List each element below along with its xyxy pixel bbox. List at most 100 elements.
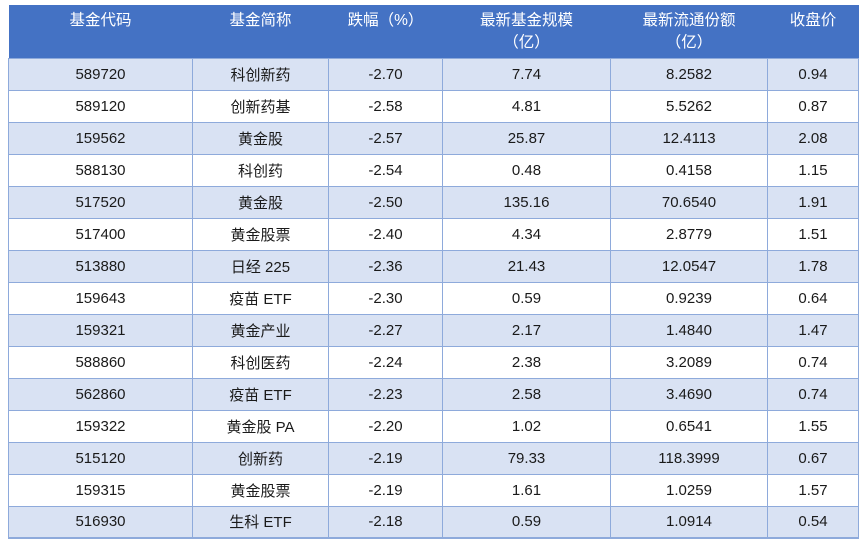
cell-circulating-shares: 3.4690	[610, 377, 768, 411]
cell-fund-size: 135.16	[442, 185, 611, 219]
cell-decline-pct: -2.40	[328, 217, 443, 251]
column-header-line: 跌幅（%）	[347, 12, 424, 29]
cell-decline-pct: -2.57	[328, 121, 443, 155]
column-header-decline-pct: 跌幅（%）	[328, 5, 443, 58]
table-row: 515120 创新药 -2.19 79.33 118.3999 0.67	[8, 441, 859, 475]
cell-circulating-shares: 1.4840	[610, 313, 768, 347]
cell-fund-code: 517400	[8, 217, 193, 251]
cell-circulating-shares: 5.5262	[610, 89, 768, 123]
column-header-line: 基金代码	[69, 12, 132, 29]
cell-circulating-shares: 1.0259	[610, 473, 768, 507]
cell-decline-pct: -2.50	[328, 185, 443, 219]
cell-fund-size: 79.33	[442, 441, 611, 475]
cell-fund-code: 515120	[8, 441, 193, 475]
table-row: 159322 黄金股 PA -2.20 1.02 0.6541 1.55	[8, 409, 859, 443]
cell-fund-name: 黄金产业	[192, 313, 329, 347]
cell-fund-code: 589120	[8, 89, 193, 123]
cell-close-price: 0.64	[767, 281, 859, 315]
cell-fund-name: 黄金股	[192, 121, 329, 155]
cell-close-price: 1.91	[767, 185, 859, 219]
cell-fund-code: 159322	[8, 409, 193, 443]
column-header-fund-code: 基金代码	[8, 5, 193, 58]
cell-circulating-shares: 70.6540	[610, 185, 768, 219]
table-body: 589720 科创新药 -2.70 7.74 8.2582 0.94 589120 创新药基 -…	[8, 57, 859, 539]
cell-circulating-shares: 2.8779	[610, 217, 768, 251]
cell-circulating-shares: 0.4158	[610, 153, 768, 187]
column-header-line: 基金简称	[229, 12, 292, 29]
cell-close-price: 0.74	[767, 345, 859, 379]
cell-close-price: 1.47	[767, 313, 859, 347]
cell-fund-size: 0.59	[442, 505, 611, 539]
column-header-line: 最新基金规模	[479, 12, 573, 29]
table-header: 基金代码 基金简称 跌幅（%） 最新基金规模 （亿） 最新流通份额 （亿） 收盘价	[8, 5, 859, 58]
cell-fund-code: 513880	[8, 249, 193, 283]
cell-fund-name: 科创医药	[192, 345, 329, 379]
table-row: 562860 疫苗 ETF -2.23 2.58 3.4690 0.74	[8, 377, 859, 411]
table-row: 589720 科创新药 -2.70 7.74 8.2582 0.94	[8, 57, 859, 91]
cell-fund-name: 科创新药	[192, 57, 329, 91]
cell-close-price: 1.15	[767, 153, 859, 187]
cell-fund-name: 黄金股票	[192, 217, 329, 251]
cell-circulating-shares: 0.9239	[610, 281, 768, 315]
column-header-line: （亿）	[503, 34, 550, 51]
column-header-line: （亿）	[665, 34, 713, 51]
cell-fund-code: 589720	[8, 57, 193, 91]
cell-fund-code: 516930	[8, 505, 193, 539]
cell-decline-pct: -2.70	[328, 57, 443, 91]
cell-fund-code: 159315	[8, 473, 193, 507]
cell-fund-size: 21.43	[442, 249, 611, 283]
cell-fund-size: 7.74	[442, 57, 611, 91]
cell-decline-pct: -2.36	[328, 249, 443, 283]
cell-fund-size: 2.17	[442, 313, 611, 347]
cell-decline-pct: -2.54	[328, 153, 443, 187]
cell-fund-name: 疫苗 ETF	[192, 377, 329, 411]
table-row: 517520 黄金股 -2.50 135.16 70.6540 1.91	[8, 185, 859, 219]
table-row: 159643 疫苗 ETF -2.30 0.59 0.9239 0.64	[8, 281, 859, 315]
cell-fund-size: 0.59	[442, 281, 611, 315]
column-header-line: 最新流通份额	[642, 12, 736, 29]
cell-fund-size: 2.58	[442, 377, 611, 411]
cell-close-price: 0.87	[767, 89, 859, 123]
column-header-line: 收盘价	[789, 12, 837, 29]
cell-fund-code: 562860	[8, 377, 193, 411]
cell-circulating-shares: 1.0914	[610, 505, 768, 539]
table-row: 159562 黄金股 -2.57 25.87 12.4113 2.08	[8, 121, 859, 155]
cell-circulating-shares: 8.2582	[610, 57, 768, 91]
cell-circulating-shares: 12.4113	[610, 121, 768, 155]
cell-close-price: 1.78	[767, 249, 859, 283]
cell-decline-pct: -2.30	[328, 281, 443, 315]
table-row: 159321 黄金产业 -2.27 2.17 1.4840 1.47	[8, 313, 859, 347]
cell-decline-pct: -2.24	[328, 345, 443, 379]
cell-fund-size: 4.81	[442, 89, 611, 123]
cell-close-price: 0.74	[767, 377, 859, 411]
column-header-close-price: 收盘价	[767, 5, 859, 58]
cell-close-price: 1.55	[767, 409, 859, 443]
cell-fund-size: 1.02	[442, 409, 611, 443]
cell-circulating-shares: 3.2089	[610, 345, 768, 379]
column-header-fund-name: 基金简称	[192, 5, 329, 58]
cell-close-price: 1.51	[767, 217, 859, 251]
cell-fund-name: 黄金股票	[192, 473, 329, 507]
table-row: 159315 黄金股票 -2.19 1.61 1.0259 1.57	[8, 473, 859, 507]
cell-fund-code: 159562	[8, 121, 193, 155]
cell-fund-name: 日经 225	[192, 249, 329, 283]
cell-close-price: 0.54	[767, 505, 859, 539]
cell-close-price: 0.67	[767, 441, 859, 475]
cell-decline-pct: -2.19	[328, 441, 443, 475]
cell-fund-size: 1.61	[442, 473, 611, 507]
table-row: 588130 科创药 -2.54 0.48 0.4158 1.15	[8, 153, 859, 187]
cell-circulating-shares: 12.0547	[610, 249, 768, 283]
column-header-fund-size: 最新基金规模 （亿）	[442, 5, 611, 58]
cell-fund-code: 159321	[8, 313, 193, 347]
column-header-circulating-shares: 最新流通份额 （亿）	[610, 5, 768, 58]
cell-fund-size: 0.48	[442, 153, 611, 187]
cell-fund-size: 4.34	[442, 217, 611, 251]
table-row: 513880 日经 225 -2.36 21.43 12.0547 1.78	[8, 249, 859, 283]
cell-fund-size: 2.38	[442, 345, 611, 379]
table-row: 516930 生科 ETF -2.18 0.59 1.0914 0.54	[8, 505, 859, 539]
cell-decline-pct: -2.58	[328, 89, 443, 123]
cell-decline-pct: -2.18	[328, 505, 443, 539]
table-row: 589120 创新药基 -2.58 4.81 5.5262 0.87	[8, 89, 859, 123]
cell-fund-name: 创新药	[192, 441, 329, 475]
